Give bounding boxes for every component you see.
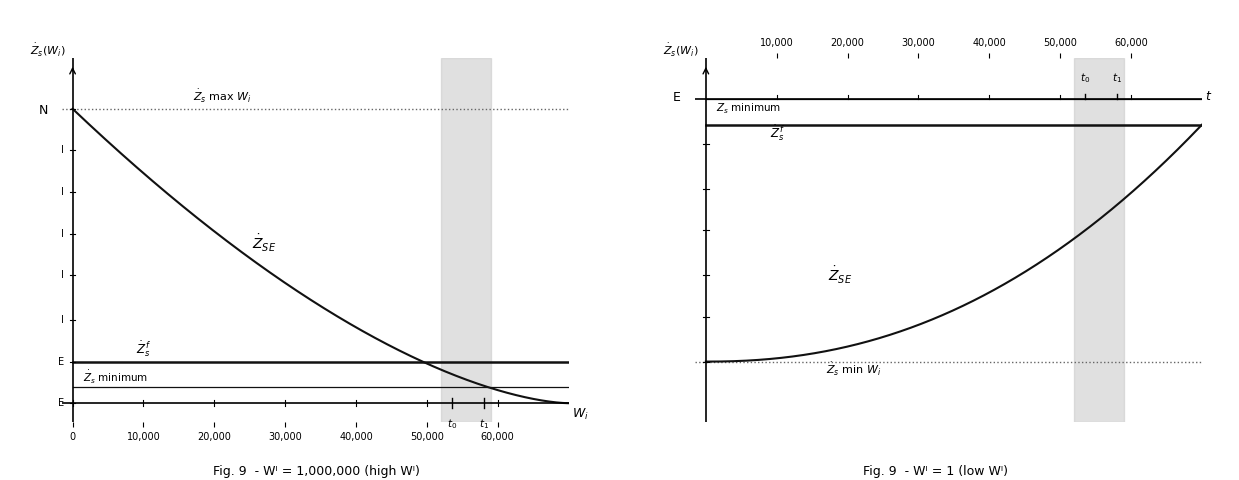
Text: $\dot{Z}_s(W_i)$: $\dot{Z}_s(W_i)$ [30,41,66,58]
Text: $\dot{Z}_s$ minimum: $\dot{Z}_s$ minimum [716,99,782,116]
Text: $t_0$: $t_0$ [446,418,457,432]
Text: E: E [58,398,64,408]
Text: $\dot{Z}_s(W_i)$: $\dot{Z}_s(W_i)$ [663,41,699,58]
Text: E: E [673,91,681,104]
Text: $\dot{Z}_s$ minimum: $\dot{Z}_s$ minimum [83,369,149,386]
Text: $\dot{Z}_s^{\,f}$: $\dot{Z}_s^{\,f}$ [136,339,152,359]
Text: $\dot{Z}_s$ min $W_i$: $\dot{Z}_s$ min $W_i$ [826,361,882,378]
Text: $\dot{Z}_s$ max $W_i$: $\dot{Z}_s$ max $W_i$ [193,87,252,105]
Bar [441,58,491,422]
Text: $t_1$: $t_1$ [1111,71,1121,85]
Text: I: I [61,270,64,280]
Text: $\dot{Z}_s^{\,f}$: $\dot{Z}_s^{\,f}$ [769,123,786,143]
Bar [1074,58,1124,422]
Text: Fig. 9  - Wᴵ = 1 (low Wᴵ): Fig. 9 - Wᴵ = 1 (low Wᴵ) [862,465,1009,478]
Text: $\dot{Z}_{SE}$: $\dot{Z}_{SE}$ [252,233,276,254]
Text: I: I [61,228,64,239]
Text: $t_1$: $t_1$ [478,418,488,432]
Text: Fig. 9  - Wᴵ = 1,000,000 (high Wᴵ): Fig. 9 - Wᴵ = 1,000,000 (high Wᴵ) [213,465,419,478]
Text: I: I [61,315,64,325]
Text: I: I [61,187,64,197]
Text: $W_i$: $W_i$ [572,407,589,422]
Text: $\dot{Z}_{SE}$: $\dot{Z}_{SE}$ [829,265,852,286]
Text: $t_0$: $t_0$ [1080,71,1090,85]
Text: I: I [61,145,64,156]
Text: $t$: $t$ [1206,89,1213,103]
Text: E: E [58,357,64,367]
Text: N: N [38,104,48,117]
